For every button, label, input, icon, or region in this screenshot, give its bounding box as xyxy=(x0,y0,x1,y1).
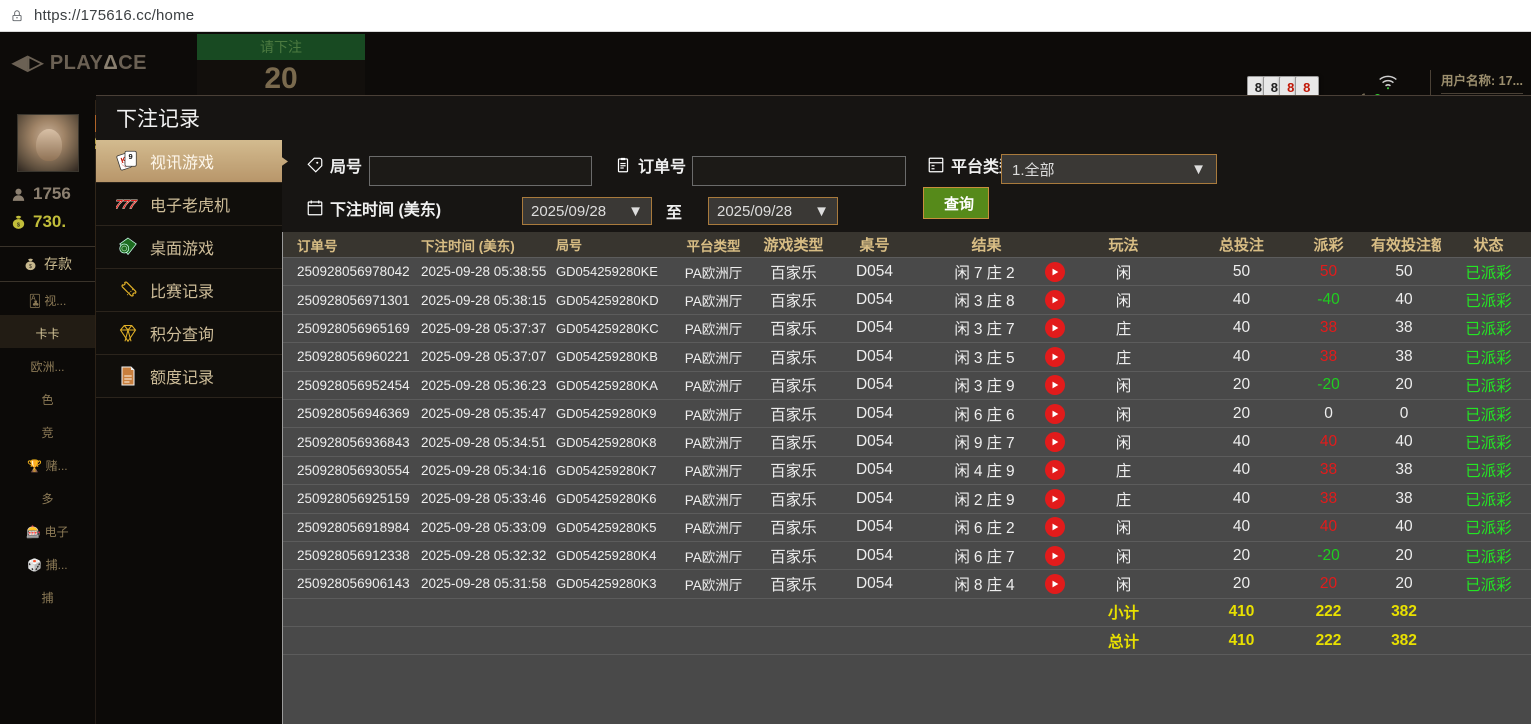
svg-text:9: 9 xyxy=(129,152,133,161)
svg-text:$: $ xyxy=(29,263,32,269)
svg-text:777: 777 xyxy=(116,197,138,212)
